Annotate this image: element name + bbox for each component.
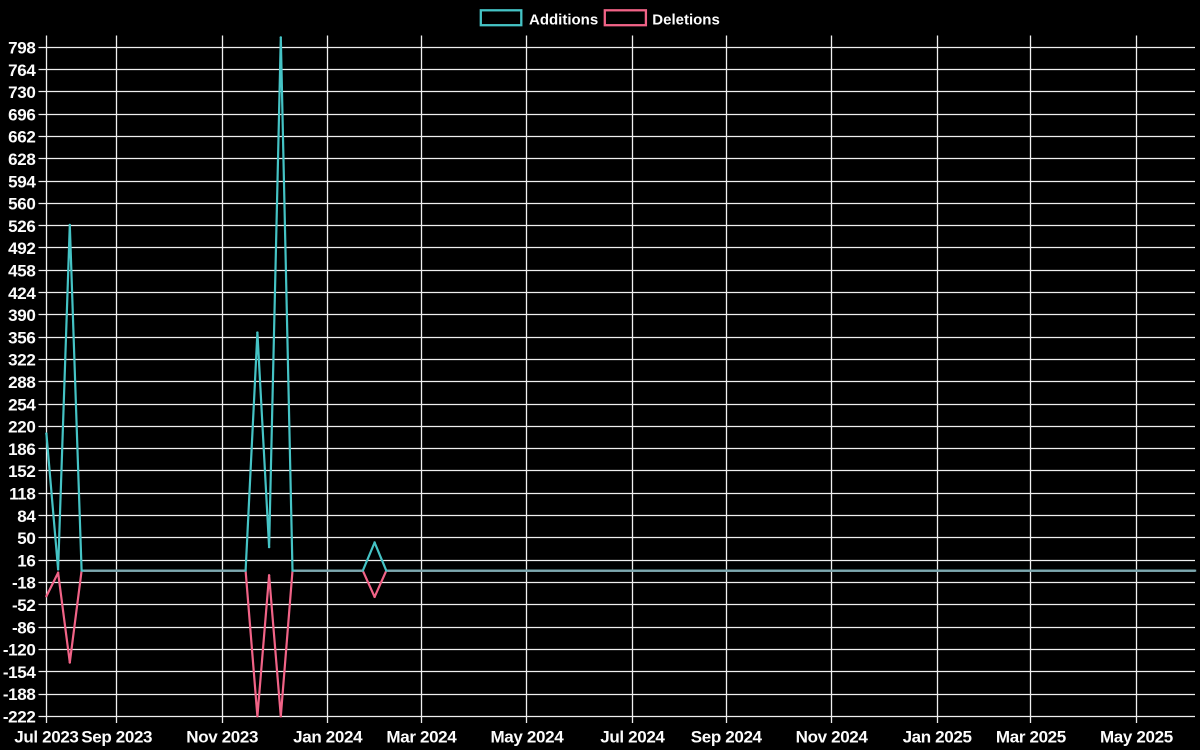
svg-text:Sep 2024: Sep 2024	[691, 728, 763, 747]
svg-text:730: 730	[8, 83, 35, 102]
svg-text:-18: -18	[12, 574, 36, 593]
svg-text:Jul 2024: Jul 2024	[600, 728, 665, 747]
svg-text:-188: -188	[3, 685, 36, 704]
svg-text:Mar 2024: Mar 2024	[386, 728, 457, 747]
svg-text:526: 526	[8, 217, 35, 236]
svg-text:Additions: Additions	[529, 12, 598, 29]
svg-text:696: 696	[8, 105, 35, 124]
svg-text:186: 186	[8, 440, 35, 459]
svg-text:Nov 2024: Nov 2024	[796, 728, 869, 747]
svg-text:594: 594	[8, 172, 36, 191]
svg-text:50: 50	[17, 529, 35, 548]
svg-text:492: 492	[8, 239, 35, 258]
svg-text:220: 220	[8, 418, 35, 437]
svg-text:254: 254	[8, 395, 36, 414]
svg-text:764: 764	[8, 61, 36, 80]
svg-text:390: 390	[8, 306, 35, 325]
svg-text:Sep 2023: Sep 2023	[81, 728, 152, 747]
svg-text:288: 288	[8, 373, 35, 392]
svg-text:-52: -52	[12, 596, 36, 615]
svg-text:Mar 2025: Mar 2025	[996, 728, 1066, 747]
svg-text:628: 628	[8, 150, 35, 169]
svg-text:-120: -120	[3, 641, 36, 660]
svg-text:-154: -154	[3, 663, 37, 682]
svg-text:Jan 2024: Jan 2024	[293, 728, 363, 747]
svg-text:84: 84	[17, 507, 36, 526]
svg-text:152: 152	[8, 462, 35, 481]
svg-text:Deletions: Deletions	[652, 12, 720, 29]
svg-text:-222: -222	[3, 708, 36, 727]
svg-text:Jan 2025: Jan 2025	[903, 728, 972, 747]
svg-text:662: 662	[8, 128, 35, 147]
svg-text:Nov 2023: Nov 2023	[186, 728, 258, 747]
svg-text:322: 322	[8, 351, 35, 370]
svg-text:118: 118	[9, 485, 35, 504]
svg-text:458: 458	[8, 262, 35, 281]
svg-text:-86: -86	[12, 618, 36, 637]
svg-text:16: 16	[17, 551, 35, 570]
svg-text:356: 356	[8, 328, 35, 347]
svg-text:May 2024: May 2024	[490, 728, 564, 747]
svg-text:424: 424	[8, 284, 36, 303]
svg-text:Jul 2023: Jul 2023	[14, 728, 78, 747]
svg-text:560: 560	[8, 195, 35, 214]
svg-text:May 2025: May 2025	[1100, 728, 1173, 747]
svg-text:798: 798	[8, 39, 35, 58]
